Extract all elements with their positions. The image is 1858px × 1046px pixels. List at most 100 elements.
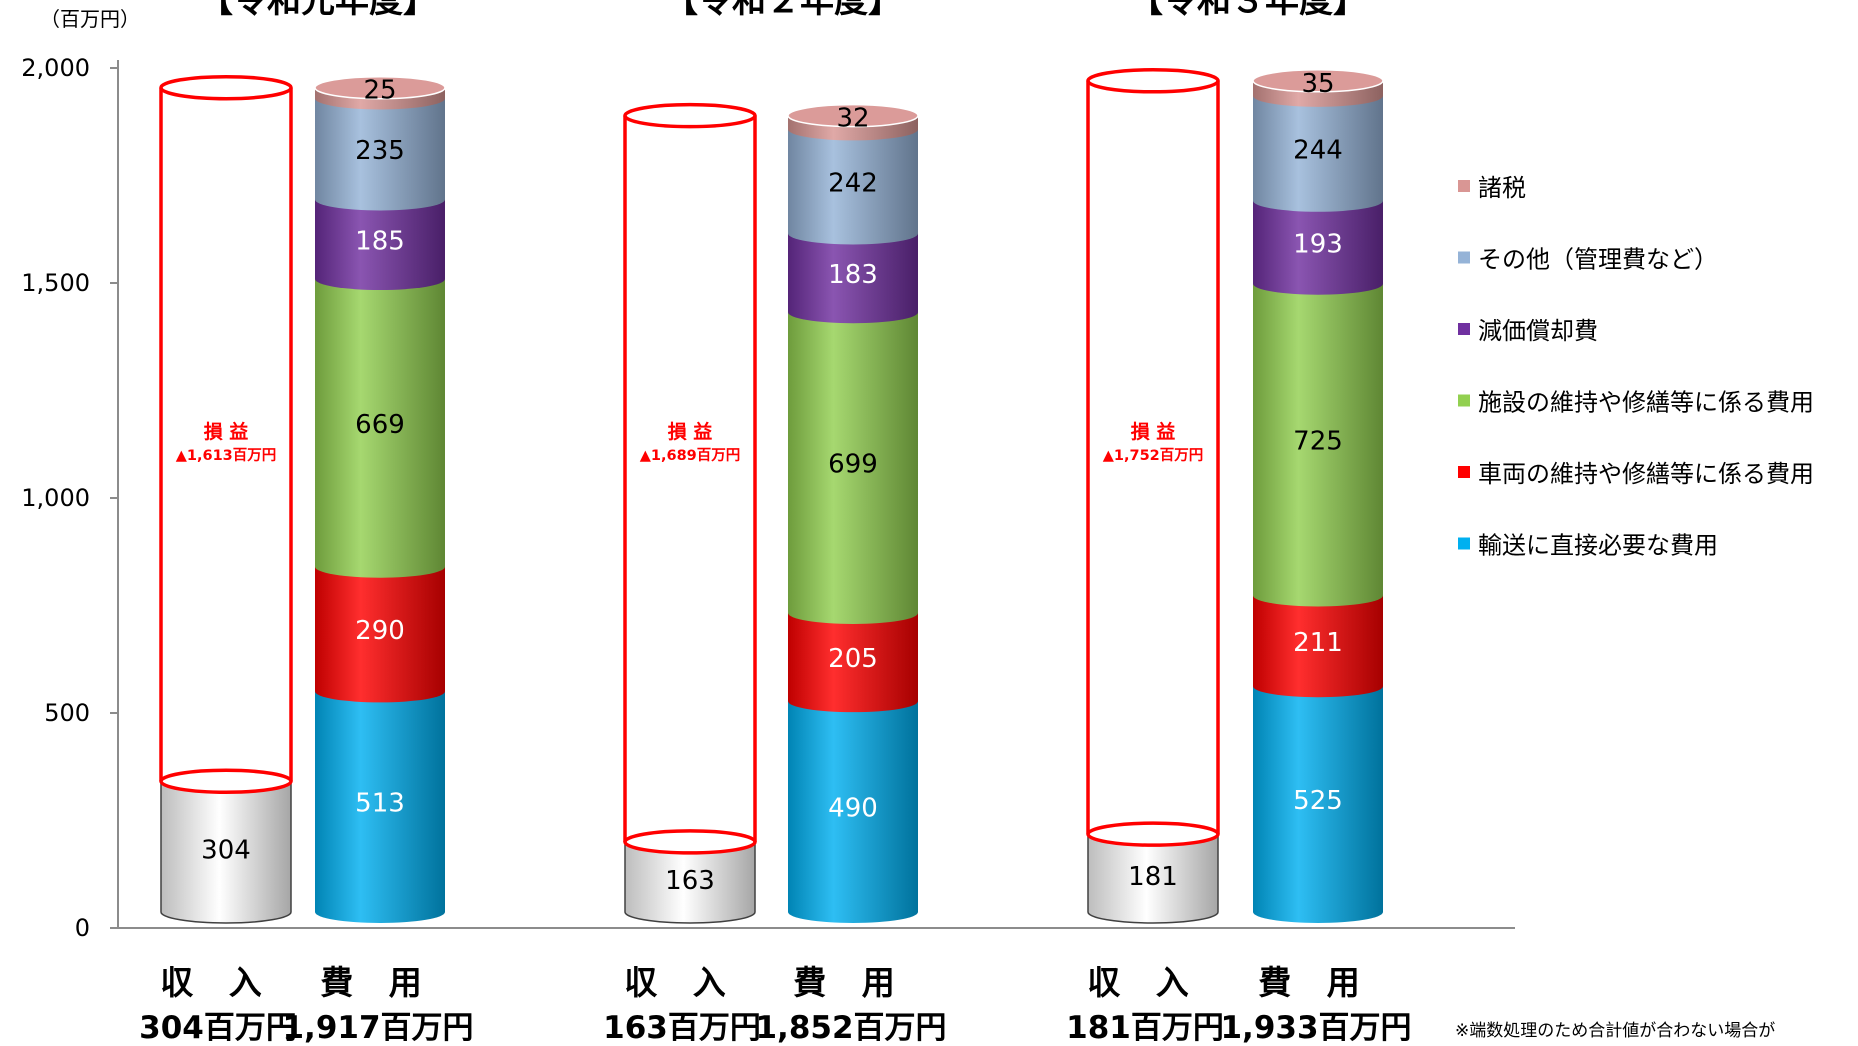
loss-outline (623, 102, 757, 855)
revenue-total-label: 163百万円 (603, 1010, 761, 1046)
revenue-body (624, 841, 756, 924)
revenue-category-label: 収 入 (160, 963, 274, 1002)
expense-segment-label: 235 (355, 136, 405, 166)
expense-segment-label: 35 (1301, 69, 1334, 99)
loss-top-ellipse (159, 74, 293, 101)
segment-body (315, 199, 445, 291)
y-tick-label: 0 (75, 914, 90, 942)
expense-top (787, 103, 919, 128)
expense-segment-label: 725 (1293, 427, 1343, 457)
segment-body (315, 279, 445, 578)
legend-swatch (1458, 323, 1470, 335)
segment-body (788, 701, 918, 923)
revenue-value-label: 304 (201, 836, 251, 866)
y-unit-label: （百万円） (40, 7, 140, 31)
expense-segment (788, 312, 918, 624)
expense-segment (1253, 595, 1383, 698)
legend-label: 諸税 (1478, 174, 1526, 202)
expense-category-label: 費 用 (1258, 963, 1372, 1002)
expense-top (314, 75, 446, 100)
expense-segment-label: 183 (828, 260, 878, 290)
revenue-cylinder (1087, 822, 1219, 924)
expense-category-label: 費 用 (793, 963, 907, 1002)
legend-label: 減価償却費 (1478, 317, 1598, 345)
legend-label: 車両の維持や修繕等に係る費用 (1478, 460, 1814, 488)
expense-top (1252, 69, 1384, 93)
expense-segment (315, 279, 445, 578)
legend-label: その他（管理費など） (1478, 246, 1718, 274)
revenue-body (160, 780, 292, 924)
expense-segment-label: 490 (828, 794, 878, 824)
y-tick-label: 2,000 (21, 54, 90, 82)
expense-segment-label: 244 (1293, 135, 1343, 165)
expense-category-label: 費 用 (320, 963, 434, 1002)
segment-body (1253, 95, 1383, 212)
segment-body (1253, 595, 1383, 698)
segment-body (788, 612, 918, 713)
segment-body (788, 312, 918, 624)
loss-value-label: ▲1,689百万円 (640, 447, 741, 464)
expense-segment-label: 699 (828, 450, 878, 480)
y-tick-label: 1,000 (21, 484, 90, 512)
expense-segment-label: 525 (1293, 786, 1343, 816)
expense-segment-label: 211 (1293, 628, 1343, 658)
expense-segment (1253, 283, 1383, 607)
loss-value-label: ▲1,613百万円 (176, 447, 277, 464)
expense-segment (1253, 95, 1383, 212)
loss-label: 損 益 (668, 420, 713, 443)
group-title: 【令和元年度】 (199, 0, 437, 21)
revenue-value-label: 181 (1128, 862, 1178, 892)
segment-body (1253, 200, 1383, 295)
expense-segment (788, 233, 918, 324)
legend-swatch (1458, 537, 1470, 550)
loss-top-ellipse (1086, 68, 1220, 94)
loss-bottom-ellipse (623, 829, 757, 855)
loss-label: 損 益 (1131, 420, 1176, 443)
expense-segment (315, 691, 445, 923)
expense-segment-label: 193 (1293, 229, 1343, 259)
legend-swatch (1458, 394, 1470, 407)
revenue-total-label: 304百万円 (139, 1010, 297, 1046)
expense-segment-label: 513 (355, 789, 405, 819)
loss-top-ellipse (623, 102, 757, 129)
segment-body (315, 98, 445, 211)
segment-body (315, 566, 445, 703)
legend-swatch (1458, 251, 1470, 264)
expense-cylinder (314, 75, 446, 923)
y-tick-label: 1,500 (21, 269, 90, 297)
segment-body (788, 129, 918, 245)
legend-swatch (1458, 180, 1470, 192)
expense-segment (1253, 686, 1383, 923)
expense-total-label: 1,917百万円 (282, 1010, 473, 1046)
expense-segment (315, 566, 445, 703)
expense-segment-label: 290 (355, 616, 405, 646)
expense-segment (788, 701, 918, 923)
legend-label: 施設の維持や修繕等に係る費用 (1478, 389, 1814, 417)
loss-outline (1086, 68, 1220, 847)
expense-segment-label: 669 (355, 410, 405, 440)
revenue-category-label: 収 入 (1087, 963, 1201, 1002)
expense-segment-label: 25 (363, 76, 396, 106)
expense-segment-label: 205 (828, 644, 878, 674)
expense-segment-label: 242 (828, 168, 878, 198)
group-title: 【令和３年度】 (1129, 0, 1367, 21)
expense-cylinder (787, 103, 919, 923)
segment-body (1253, 283, 1383, 607)
segment-body (315, 691, 445, 923)
y-tick-label: 500 (44, 699, 90, 727)
expense-segment (315, 199, 445, 291)
loss-bottom-ellipse (1086, 821, 1220, 847)
revenue-total-label: 181百万円 (1066, 1010, 1224, 1046)
expense-segment-label: 32 (836, 104, 869, 134)
footnote: ※端数処理のため合計値が合わない場合が (1455, 1021, 1775, 1041)
segment-body (788, 233, 918, 324)
group-title: 【令和２年度】 (664, 0, 902, 21)
expense-total-label: 1,933百万円 (1220, 1010, 1411, 1046)
expense-segment (788, 612, 918, 713)
legend-swatch (1458, 466, 1470, 478)
expense-segment (788, 129, 918, 245)
revenue-body (1087, 833, 1219, 924)
loss-bottom-ellipse (159, 768, 293, 795)
loss-label: 損 益 (204, 420, 249, 443)
